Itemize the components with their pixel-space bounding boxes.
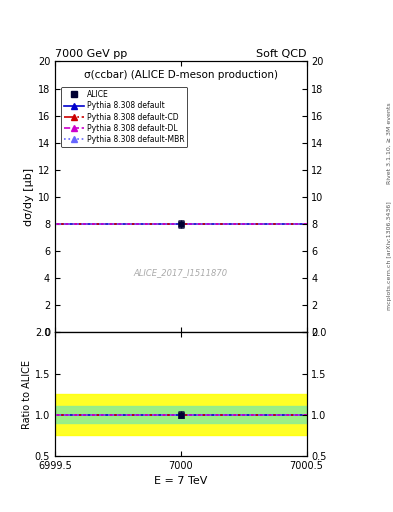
Y-axis label: Ratio to ALICE: Ratio to ALICE xyxy=(22,359,32,429)
Text: ALICE_2017_I1511870: ALICE_2017_I1511870 xyxy=(134,268,228,278)
Text: 7000 GeV pp: 7000 GeV pp xyxy=(55,49,127,59)
Text: Rivet 3.1.10, ≥ 3M events: Rivet 3.1.10, ≥ 3M events xyxy=(387,102,391,184)
Text: Soft QCD: Soft QCD xyxy=(256,49,307,59)
X-axis label: E = 7 TeV: E = 7 TeV xyxy=(154,476,208,486)
Text: σ(ccbar) (ALICE D-meson production): σ(ccbar) (ALICE D-meson production) xyxy=(84,70,278,79)
Text: mcplots.cern.ch [arXiv:1306.3436]: mcplots.cern.ch [arXiv:1306.3436] xyxy=(387,202,391,310)
Y-axis label: dσ/dy [μb]: dσ/dy [μb] xyxy=(24,168,34,226)
Legend: ALICE, Pythia 8.308 default, Pythia 8.308 default-CD, Pythia 8.308 default-DL, P: ALICE, Pythia 8.308 default, Pythia 8.30… xyxy=(61,87,187,147)
Bar xyxy=(55,394,307,435)
Bar xyxy=(55,407,307,423)
